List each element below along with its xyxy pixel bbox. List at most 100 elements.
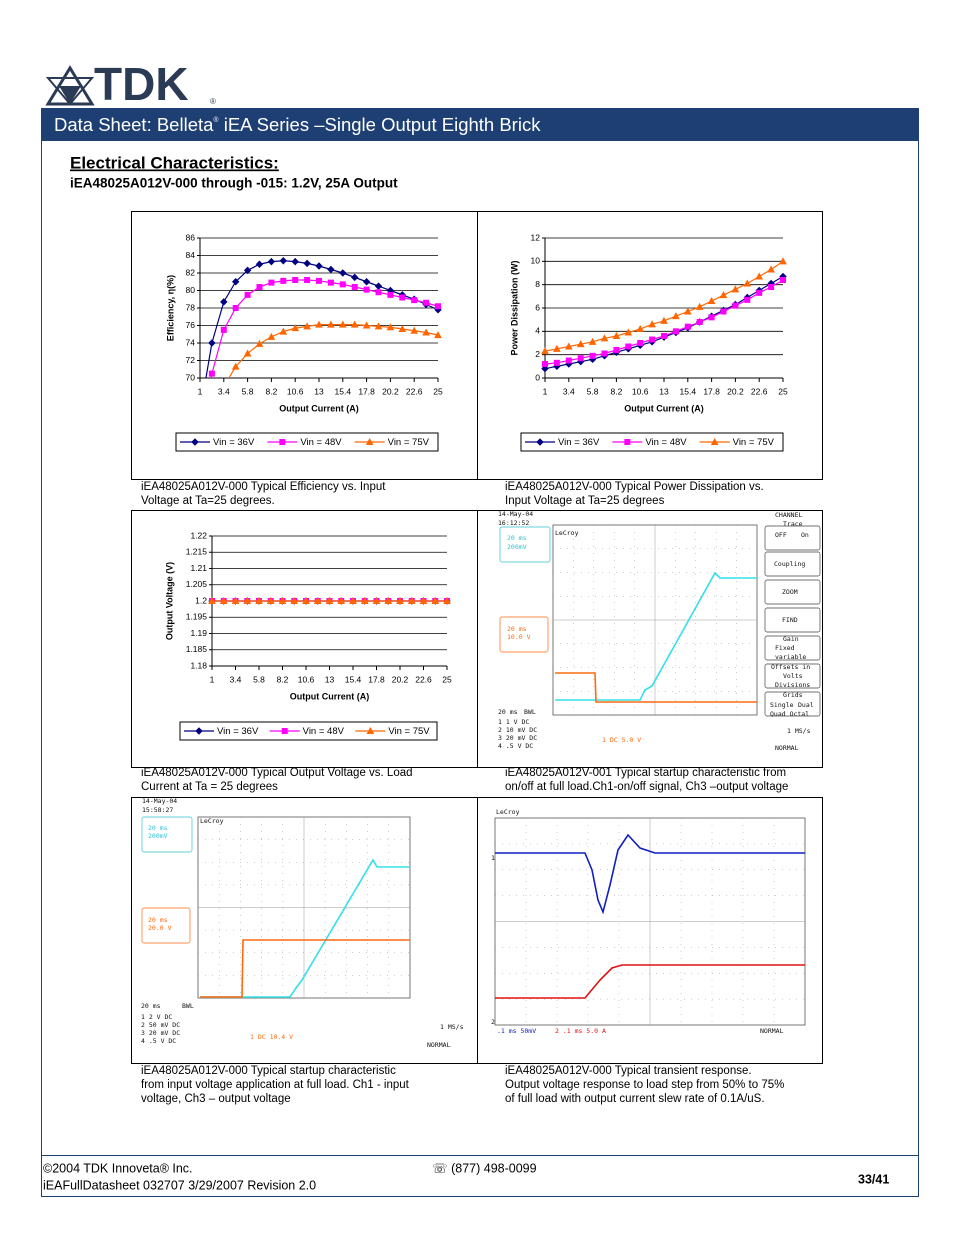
y-tick-label: 1.18 (190, 660, 207, 670)
scope-label: 1 1 V DC (498, 718, 529, 726)
marker (208, 370, 215, 377)
marker (767, 265, 775, 273)
legend-label: Vin = 36V (217, 726, 259, 737)
scope-label: 14-May-04 (498, 510, 533, 518)
marker (648, 320, 656, 328)
scope-label: 20 ms (141, 1002, 161, 1010)
marker (266, 596, 275, 604)
marker (695, 302, 704, 310)
scope-box (764, 579, 821, 605)
footer-phone: ☏ (877) 498-0099 (432, 1161, 537, 1175)
legend-box (179, 721, 438, 741)
marker (208, 339, 216, 347)
marker (209, 419, 215, 425)
scope-label: 20 ms (507, 625, 527, 633)
marker (553, 359, 560, 366)
scope-label: 1 DC 5.0 V (602, 736, 641, 744)
y-tick-label: 12 (531, 232, 541, 242)
x-tick-label: 10.6 (632, 386, 649, 396)
marker (756, 289, 763, 296)
marker (423, 299, 430, 306)
marker (197, 410, 203, 416)
marker (315, 262, 323, 270)
marker (589, 352, 596, 359)
plot-series (208, 596, 451, 605)
scope-label: NORMAL (427, 1041, 451, 1049)
marker (732, 302, 739, 309)
scope-label: Offsets in (771, 663, 810, 671)
x-tick-label: 22.6 (406, 386, 423, 396)
scope-trace (200, 858, 410, 998)
scope-label: 2 (491, 1018, 495, 1026)
scope-box (141, 816, 193, 853)
scope-label: BWL (524, 708, 536, 716)
marker (731, 285, 740, 293)
y-tick-label: 1.22 (190, 530, 207, 540)
marker (661, 333, 667, 339)
marker (780, 277, 786, 283)
x-tick-label: 8.2 (277, 674, 289, 684)
scope-label: 1 2 V DC (141, 1013, 172, 1021)
marker (279, 439, 286, 445)
marker (303, 259, 311, 268)
x-tick-label: 17.8 (358, 386, 375, 396)
marker (372, 596, 381, 604)
scope-box (499, 526, 551, 563)
marker (363, 286, 370, 293)
scope-label: 4 .5 V DC (498, 742, 533, 750)
marker (637, 340, 644, 346)
y-axis-label: Output Voltage (V) (164, 562, 174, 640)
y-tick-label: 76 (186, 320, 196, 330)
marker (672, 312, 680, 320)
marker (768, 284, 775, 290)
marker (366, 726, 375, 734)
scope-label: 2 50 mV DC (141, 1021, 180, 1029)
x-tick-label: 13 (325, 674, 335, 684)
y-tick-label: 1.2 (195, 595, 207, 605)
x-tick-label: 25 (442, 674, 452, 684)
marker (281, 728, 288, 734)
scope-label: 1 MS/s (787, 727, 811, 735)
y-tick-label: 10 (531, 256, 541, 266)
marker (278, 596, 287, 604)
marker (313, 596, 322, 604)
y-tick-label: 82 (186, 267, 196, 277)
x-tick-label: 22.6 (751, 386, 768, 396)
marker (577, 355, 584, 362)
legend-label: Vin = 36V (213, 437, 255, 448)
scope-trace (200, 939, 410, 998)
scope-label: .1 ms 50mV (497, 1027, 536, 1035)
legend-box (175, 432, 439, 452)
marker (350, 273, 359, 282)
scope-label: 20 ms (148, 824, 168, 832)
x-tick-label: 22.6 (415, 674, 432, 684)
marker (220, 298, 228, 306)
marker (541, 364, 549, 373)
y-tick-label: 72 (186, 355, 196, 365)
x-tick-label: 8.2 (265, 386, 277, 396)
marker (396, 596, 404, 604)
series-line (210, 279, 439, 378)
caption: iEA48025A012V-000 Typical startup charac… (141, 1065, 396, 1077)
marker (291, 324, 300, 332)
marker (244, 291, 251, 298)
marker (327, 320, 335, 328)
x-tick-label: 1 (210, 674, 215, 684)
marker (375, 289, 382, 296)
marker (435, 303, 441, 310)
marker (660, 316, 668, 324)
marker (231, 278, 240, 286)
x-tick-label: 20.2 (727, 386, 744, 396)
marker (431, 596, 440, 604)
legend-label: Vin = 36V (558, 437, 600, 448)
marker (422, 328, 430, 336)
marker (219, 596, 228, 604)
marker (338, 320, 347, 328)
x-tick-label: 20.2 (392, 674, 409, 684)
scope-trace (495, 833, 805, 915)
legend-box (520, 432, 784, 452)
marker (613, 347, 620, 353)
scope-box (764, 551, 821, 577)
marker (536, 438, 544, 446)
scope-label: 10.0 V (507, 633, 531, 641)
